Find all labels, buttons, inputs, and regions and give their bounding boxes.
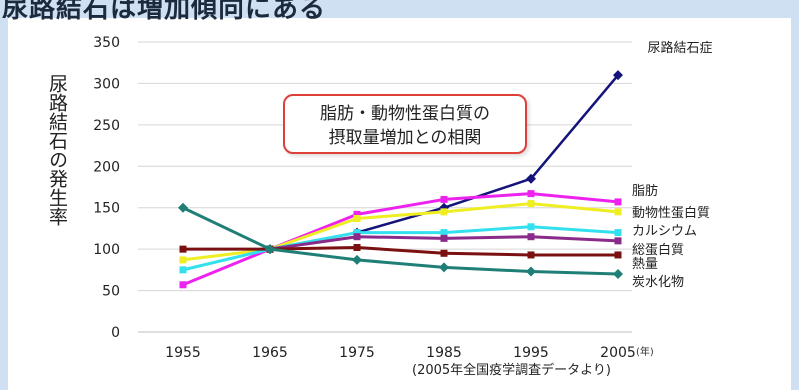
data-point xyxy=(526,266,536,277)
data-point xyxy=(352,254,362,265)
y-tick-label: 250 xyxy=(93,118,120,134)
series-label: 動物性蛋白質 xyxy=(632,205,710,221)
x-tick-label: 2005 xyxy=(600,345,636,361)
series-label: 脂肪 xyxy=(632,183,658,199)
x-tick-label: 1985 xyxy=(426,345,462,361)
x-tick-label: 1955 xyxy=(165,345,201,361)
data-point xyxy=(527,233,535,241)
series-label: 尿路結石症 xyxy=(647,40,712,56)
data-point xyxy=(179,256,187,264)
source-note: (2005年全国疫学調査データより) xyxy=(412,363,611,378)
top-banner: 尿路結石は増加傾向にある xyxy=(0,0,799,24)
data-point xyxy=(440,234,448,242)
data-point xyxy=(353,243,361,251)
data-point xyxy=(440,249,448,257)
y-tick-label: 350 xyxy=(93,35,120,51)
data-point xyxy=(179,245,187,253)
y-tick-label: 0 xyxy=(111,325,120,341)
y-tick-label: 150 xyxy=(93,201,120,217)
x-tick-label: 1965 xyxy=(252,345,288,361)
x-tick-label: 1995 xyxy=(513,345,549,361)
data-point xyxy=(353,214,361,222)
left-frame-band xyxy=(0,18,8,390)
callout-line-2: 摂取量増加との相関 xyxy=(328,128,482,148)
right-frame-band xyxy=(791,18,799,390)
series-line xyxy=(183,245,618,257)
data-point xyxy=(353,233,361,241)
y-tick-label: 100 xyxy=(93,242,120,258)
y-axis-title: 尿路結石の発生率 xyxy=(46,74,68,226)
x-unit-label: (年) xyxy=(636,347,654,358)
data-point xyxy=(178,202,188,213)
data-point xyxy=(179,266,187,274)
data-point xyxy=(527,251,535,259)
series-line xyxy=(182,225,619,272)
data-point xyxy=(527,223,535,231)
correlation-callout: 脂肪・動物性蛋白質の 摂取量増加との相関 xyxy=(283,94,527,154)
y-tick-label: 50 xyxy=(102,284,120,300)
data-point xyxy=(613,70,623,81)
data-point xyxy=(527,190,535,198)
series-label: 総蛋白質 xyxy=(632,242,684,258)
data-point xyxy=(440,195,448,203)
series-line xyxy=(182,202,619,262)
data-point xyxy=(439,262,449,273)
series-label: 炭水化物 xyxy=(632,275,684,290)
y-tick-label: 200 xyxy=(93,159,120,175)
x-tick-label: 1975 xyxy=(339,345,375,361)
data-point xyxy=(527,200,535,208)
data-point xyxy=(614,229,622,237)
series-line xyxy=(182,206,619,276)
data-point xyxy=(614,198,622,206)
data-point xyxy=(526,173,536,184)
banner-text: 尿路結石は増加傾向にある xyxy=(2,0,327,24)
data-point xyxy=(440,229,448,237)
data-point xyxy=(179,281,187,289)
data-point xyxy=(613,269,623,279)
data-point xyxy=(440,208,448,216)
data-point xyxy=(614,237,622,245)
data-point xyxy=(614,251,622,259)
series-line xyxy=(182,192,619,287)
data-point xyxy=(265,244,275,255)
series-label: カルシウム xyxy=(632,224,697,239)
data-point xyxy=(353,210,361,218)
data-point xyxy=(353,229,361,237)
callout-line-1: 脂肪・動物性蛋白質の xyxy=(320,104,490,124)
data-point xyxy=(614,208,622,216)
series-label: 熱量 xyxy=(632,257,658,272)
y-tick-label: 300 xyxy=(93,76,120,92)
